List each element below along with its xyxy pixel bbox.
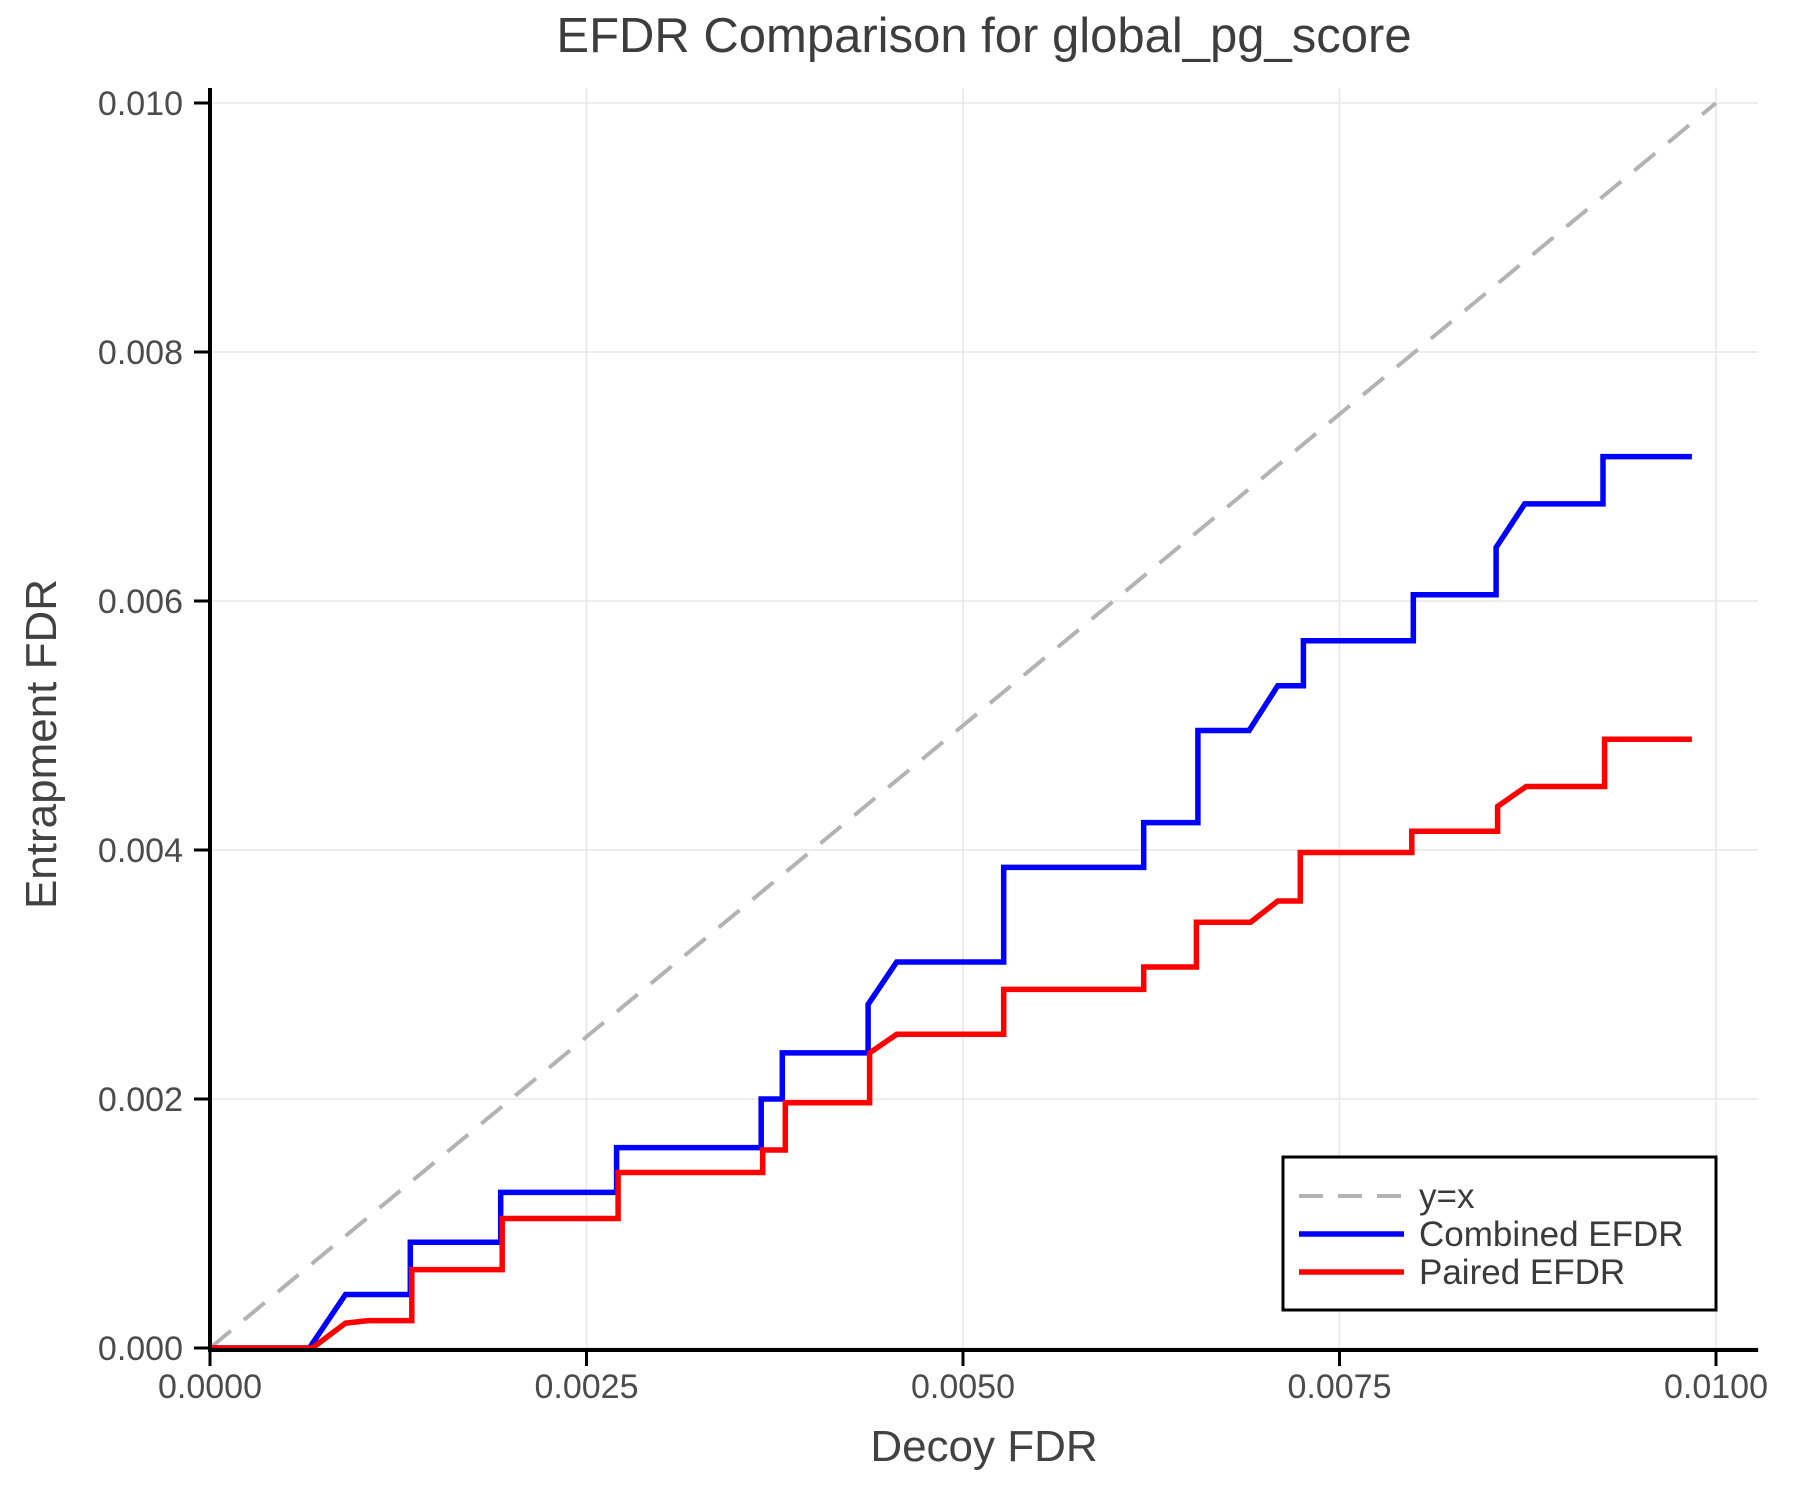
y-tick-label-4: 0.008 bbox=[98, 334, 183, 372]
y-tick-label-1: 0.002 bbox=[98, 1081, 183, 1119]
legend-label-1: Combined EFDR bbox=[1419, 1215, 1684, 1254]
x-tick-label-0: 0.0000 bbox=[158, 1368, 262, 1406]
x-tick-label-3: 0.0075 bbox=[1288, 1368, 1392, 1406]
legend-label-0: y=x bbox=[1419, 1177, 1475, 1216]
series-y-x bbox=[208, 101, 1718, 1350]
chart-title: EFDR Comparison for global_pg_score bbox=[556, 9, 1412, 63]
x-axis-label: Decoy FDR bbox=[870, 1422, 1098, 1471]
y-tick-label-3: 0.006 bbox=[98, 583, 183, 621]
y-tick-label-0: 0.000 bbox=[98, 1330, 183, 1368]
y-axis-label: Entrapment FDR bbox=[17, 578, 66, 910]
y-tick-label-5: 0.010 bbox=[98, 85, 183, 123]
y-tick-label-2: 0.004 bbox=[98, 832, 183, 870]
x-tick-label-4: 0.0100 bbox=[1664, 1368, 1768, 1406]
x-tick-label-1: 0.0025 bbox=[535, 1368, 639, 1406]
legend-label-2: Paired EFDR bbox=[1419, 1253, 1625, 1292]
x-tick-label-2: 0.0050 bbox=[911, 1368, 1015, 1406]
series-paired-efdr bbox=[210, 736, 1692, 1351]
